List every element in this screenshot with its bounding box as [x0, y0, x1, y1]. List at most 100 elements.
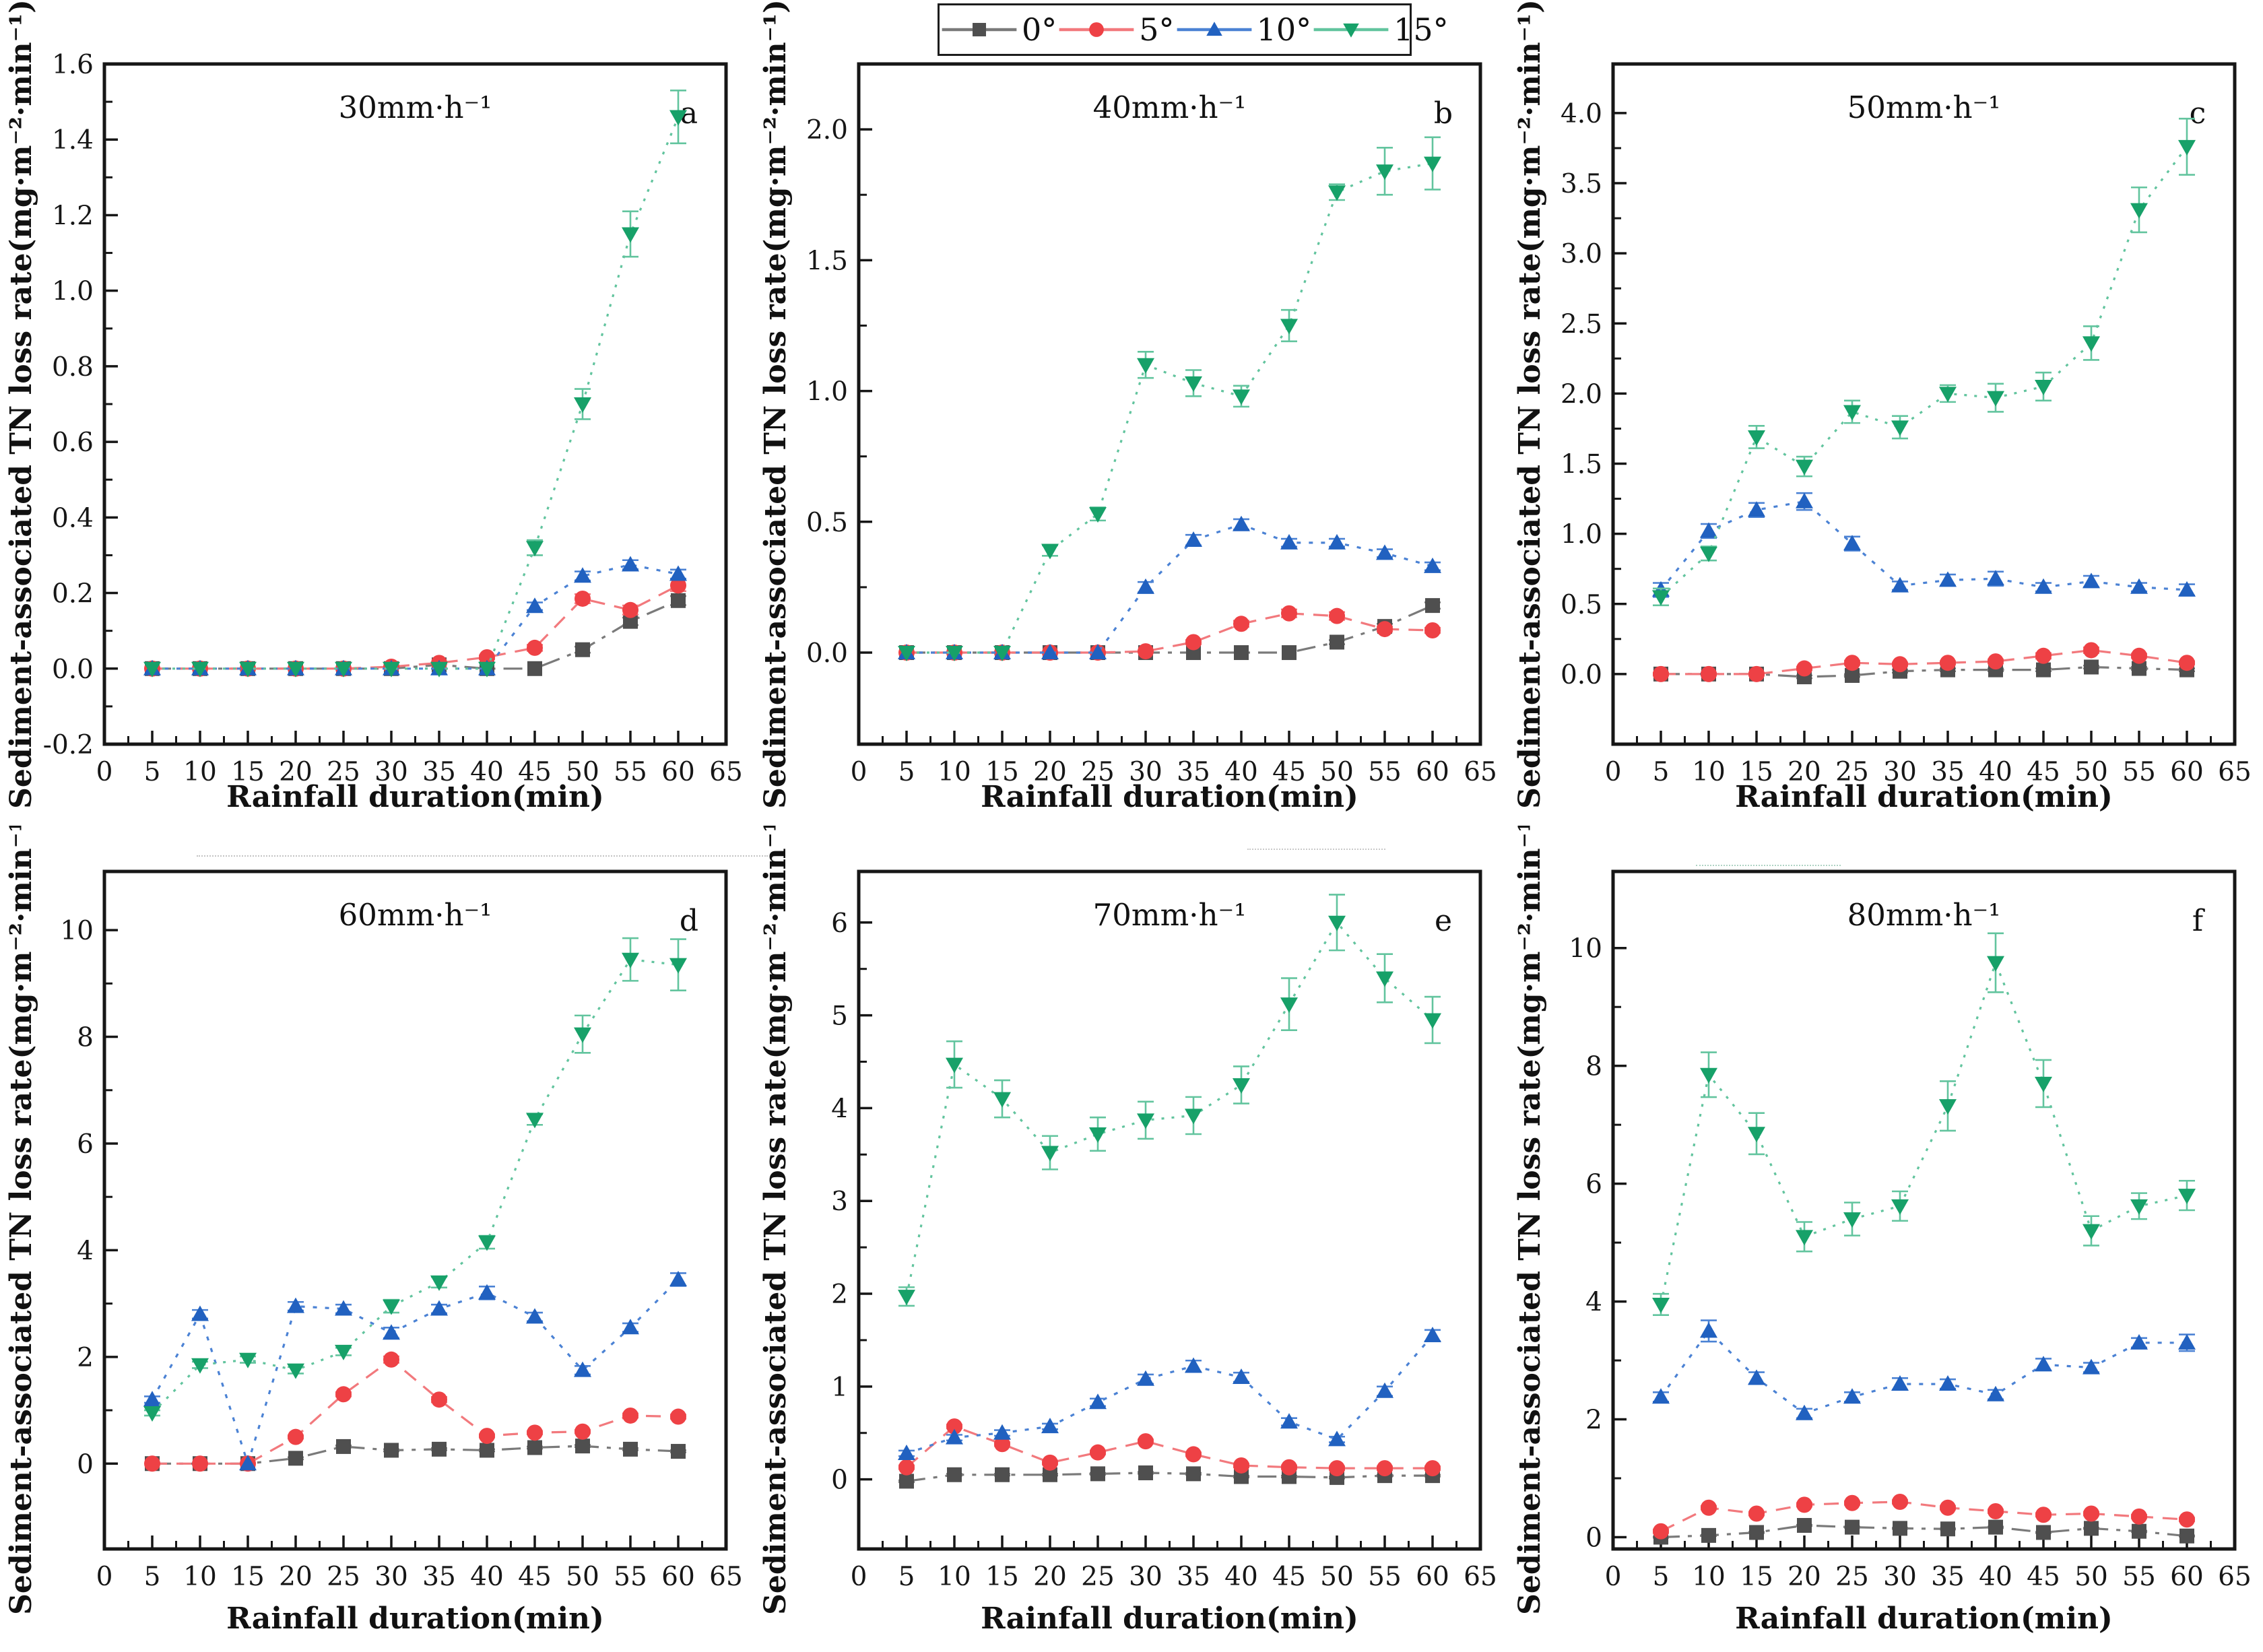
- series-5deg: [144, 577, 686, 677]
- svg-text:35: 35: [1931, 757, 1965, 787]
- legend-label-0deg: 0°: [1022, 11, 1057, 48]
- series-0deg: [1653, 1518, 2195, 1545]
- svg-text:5: 5: [898, 757, 915, 787]
- svg-text:40: 40: [1224, 1562, 1258, 1592]
- svg-text:0: 0: [1605, 757, 1622, 787]
- series-10deg: [143, 1270, 687, 1471]
- svg-text:55: 55: [1368, 1562, 1402, 1592]
- legend-entry-5deg: 5°: [1057, 12, 1175, 47]
- svg-text:15: 15: [1740, 1562, 1773, 1592]
- svg-text:2: 2: [77, 1343, 94, 1373]
- svg-text:25: 25: [327, 757, 360, 787]
- legend-marker-15deg-icon: [1313, 23, 1389, 38]
- series-0deg: [145, 1439, 686, 1472]
- svg-text:10: 10: [1569, 934, 1602, 964]
- svg-text:25: 25: [1081, 757, 1115, 787]
- svg-text:4: 4: [831, 1094, 848, 1124]
- panel-letter: e: [1435, 904, 1452, 938]
- legend-marker-0deg-icon: [942, 23, 1017, 36]
- svg-text:40: 40: [470, 1562, 504, 1592]
- series-15deg: [1652, 117, 2196, 607]
- series-5deg: [1653, 642, 2195, 682]
- x-axis-label: Rainfall duration(min): [1735, 1601, 2113, 1636]
- series-15deg: [143, 89, 687, 678]
- svg-text:6: 6: [831, 908, 848, 939]
- x-axis-ticks: 0 5 10 15 20 25 30 35 40 45 50 55 60 65: [96, 731, 743, 787]
- svg-text:50: 50: [1320, 1562, 1354, 1592]
- stray-line: [1696, 865, 1841, 866]
- svg-text:10: 10: [938, 1562, 971, 1592]
- y-axis-label: Sediment-associated TN loss rate(mg·m⁻²·…: [1513, 0, 1547, 809]
- y-axis-label: Sediment-associated TN loss rate(mg·m⁻²·…: [1513, 826, 1547, 1615]
- svg-text:1.5: 1.5: [1561, 450, 1602, 480]
- svg-text:20: 20: [1033, 1562, 1067, 1592]
- svg-text:50: 50: [2074, 757, 2108, 787]
- panel-title: 50mm·h⁻¹: [1847, 90, 2001, 125]
- svg-text:8: 8: [77, 1023, 94, 1053]
- y-axis-ticks: 0.0 0.5 1.0 1.5 2.0: [806, 115, 872, 669]
- x-axis-label: Rainfall duration(min): [981, 780, 1358, 814]
- panel-a-chart: 0 5 10 15 20 25 30 35 40 45 50 55 60 65 -0.2 0.0 0.2 0.4 0…: [4, 0, 743, 814]
- stray-line: [1247, 849, 1385, 850]
- y-axis-label: Sediment-associated TN loss rate(mg·m⁻²·…: [758, 826, 793, 1615]
- legend-entry-15deg: 15°: [1311, 12, 1449, 47]
- svg-text:2: 2: [1585, 1406, 1602, 1436]
- svg-text:65: 65: [1464, 1562, 1497, 1592]
- svg-text:0: 0: [831, 1465, 848, 1496]
- panel-title: 40mm·h⁻¹: [1093, 90, 1247, 125]
- svg-text:0.0: 0.0: [52, 655, 94, 685]
- x-axis-label: Rainfall duration(min): [1735, 780, 2113, 814]
- svg-text:0: 0: [1605, 1562, 1622, 1592]
- svg-text:4.0: 4.0: [1561, 99, 1602, 129]
- legend-marker-5deg-icon: [1059, 22, 1134, 37]
- svg-text:15: 15: [231, 757, 265, 787]
- svg-text:0: 0: [851, 757, 867, 787]
- svg-text:55: 55: [614, 1562, 647, 1592]
- svg-text:45: 45: [518, 1562, 552, 1592]
- panel-d-chart: 0 5 10 15 20 25 30 35 40 45 50 55 60 65 0 2 4 6 8 10 60mm·h⁻…: [4, 826, 743, 1636]
- panel-letter: d: [680, 904, 698, 938]
- series-0deg: [899, 598, 1441, 661]
- svg-text:0.5: 0.5: [1561, 590, 1602, 620]
- series-0deg: [145, 593, 686, 676]
- svg-text:60: 60: [661, 757, 695, 787]
- svg-text:15: 15: [985, 1562, 1019, 1592]
- svg-text:50: 50: [1320, 757, 1354, 787]
- svg-text:0.6: 0.6: [52, 428, 94, 458]
- svg-text:10: 10: [1692, 1562, 1726, 1592]
- series-5deg: [898, 1418, 1441, 1477]
- series-15deg: [898, 136, 1441, 662]
- svg-text:65: 65: [709, 757, 743, 787]
- svg-text:5: 5: [1653, 1562, 1670, 1592]
- svg-text:3.0: 3.0: [1561, 239, 1602, 269]
- legend-label-15deg: 15°: [1393, 11, 1449, 48]
- svg-text:6: 6: [1585, 1170, 1602, 1200]
- svg-text:55: 55: [614, 757, 647, 787]
- svg-text:2.0: 2.0: [1561, 379, 1602, 409]
- series-10deg: [1652, 492, 2196, 598]
- legend-entry-0deg: 0°: [940, 12, 1057, 47]
- svg-text:40: 40: [1224, 757, 1258, 787]
- x-axis-ticks: 0 5 10 15 20 25 30 35 40 45 50 55 60 65: [96, 1535, 743, 1592]
- svg-text:20: 20: [1033, 757, 1067, 787]
- panel-d: 0 5 10 15 20 25 30 35 40 45 50 55 60 65 0 2 4 6 8 10 60mm·h⁻…: [0, 826, 754, 1652]
- panel-f: 0 5 10 15 20 25 30 35 40 45 50 55 60 65 0 2 4 6 8 10 80mm·h⁻…: [1509, 826, 2263, 1652]
- svg-text:10: 10: [938, 757, 971, 787]
- series-10deg: [898, 515, 1441, 660]
- svg-text:1.2: 1.2: [52, 201, 94, 231]
- svg-text:25: 25: [1081, 1562, 1115, 1592]
- svg-text:65: 65: [2218, 1562, 2252, 1592]
- x-axis-ticks: 0 5 10 15 20 25 30 35 40 45 50 55 60 65: [851, 1535, 1497, 1592]
- svg-text:-0.2: -0.2: [43, 730, 94, 760]
- y-axis-label: Sediment-associated TN loss rate(mg·m⁻²·…: [758, 0, 793, 809]
- panel-letter: b: [1434, 96, 1453, 131]
- panel-letter: f: [2192, 904, 2205, 938]
- svg-text:3.5: 3.5: [1561, 169, 1602, 199]
- legend-entry-10deg: 10°: [1175, 12, 1311, 47]
- panel-letter: c: [2190, 96, 2206, 131]
- svg-text:10: 10: [183, 1562, 217, 1592]
- svg-text:35: 35: [1177, 1562, 1210, 1592]
- svg-text:15: 15: [1740, 757, 1773, 787]
- svg-text:30: 30: [374, 1562, 408, 1592]
- svg-text:25: 25: [1835, 757, 1869, 787]
